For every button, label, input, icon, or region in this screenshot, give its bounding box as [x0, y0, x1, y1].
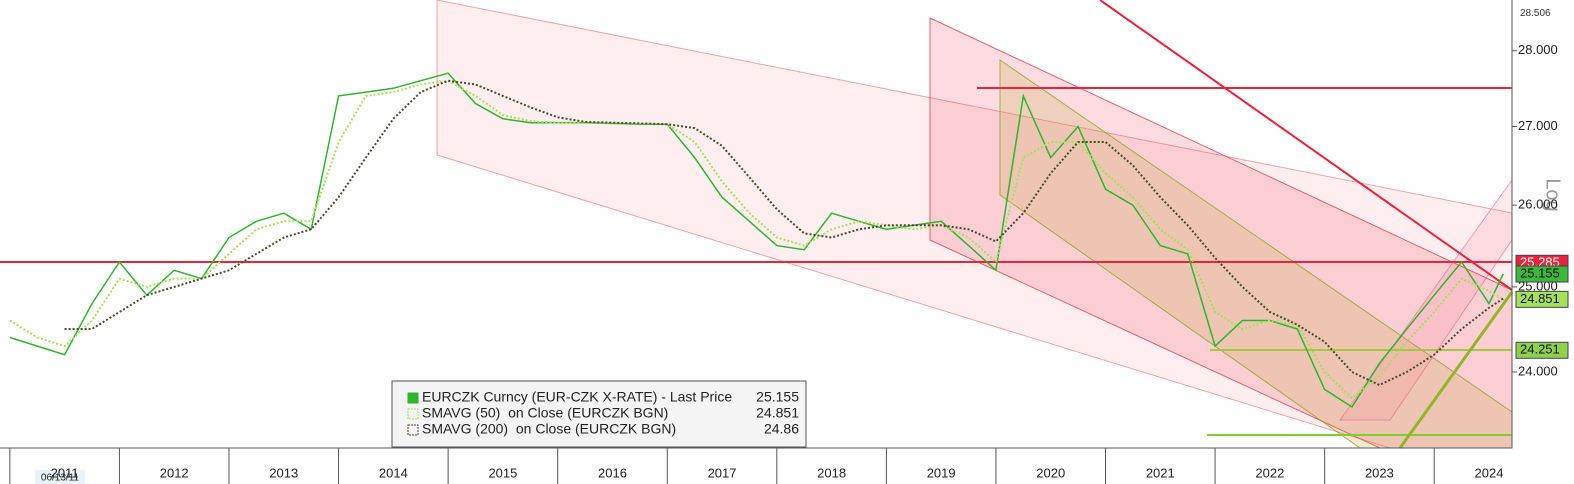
x-tick-label: 2014 [379, 465, 408, 480]
x-tick-label: 2012 [160, 465, 189, 480]
legend-value: 24.851 [756, 405, 799, 421]
x-tick-label: 2015 [488, 465, 517, 480]
legend-box [391, 380, 807, 448]
legend-swatch [407, 392, 419, 404]
x-tick-label: 2018 [817, 465, 846, 480]
price-tag-label: 24.851 [1520, 291, 1560, 306]
y-tick-label: 27.000 [1518, 118, 1558, 133]
price-tag [1515, 290, 1569, 308]
price-tag [1515, 265, 1569, 283]
price-tag-label: 24.251 [1520, 342, 1560, 357]
x-tick-label: 2022 [1255, 465, 1284, 480]
legend-label: EURCZK Curncy (EUR-CZK X-RATE) - Last Pr… [422, 389, 732, 405]
price-tag [1516, 5, 1568, 22]
drawings [0, 0, 1514, 449]
price-tag-label: 28.506 [1520, 8, 1551, 19]
plot [9, 72, 1504, 409]
y-tick-label: 24.000 [1518, 363, 1558, 378]
x-tick-label: 2017 [708, 465, 737, 480]
trend-line [1099, 0, 1513, 291]
legend-swatch [407, 424, 419, 436]
legend: EURCZK Curncy (EUR-CZK X-RATE) - Last Pr… [391, 380, 807, 448]
price-tag-label: 25.155 [1520, 265, 1560, 280]
x-tick-label: 2024 [1475, 465, 1504, 480]
legend-value: 25.155 [756, 389, 799, 405]
price-tag [1515, 341, 1569, 359]
x-tick-label: 2019 [927, 465, 956, 480]
date-box [35, 470, 85, 484]
legend-label: SMAVG (50) on Close (EURCZK BGN) [422, 405, 668, 421]
x-tick-label: 2016 [598, 465, 627, 480]
x-tick-label: 2011 [51, 465, 79, 480]
x-tick-label: 2021 [1146, 465, 1175, 480]
trend-line [1398, 291, 1514, 449]
x-tick-label: 2013 [269, 465, 298, 480]
legend-value: 24.86 [764, 421, 799, 437]
start-date: 06/13/11 [41, 473, 80, 484]
y-tick-label: 26.000 [1518, 197, 1558, 212]
y-axis-label: Log [1542, 178, 1564, 211]
x-tick-label: 2020 [1036, 465, 1065, 480]
legend-swatch [407, 408, 419, 420]
series-line [9, 72, 1504, 409]
y-tick-label: 28.000 [1518, 42, 1558, 57]
x-tick-label: 2023 [1365, 465, 1394, 480]
legend-label: SMAVG (200) on Close (EURCZK BGN) [422, 421, 676, 437]
series-line [64, 79, 1504, 387]
series-line [9, 79, 1504, 400]
